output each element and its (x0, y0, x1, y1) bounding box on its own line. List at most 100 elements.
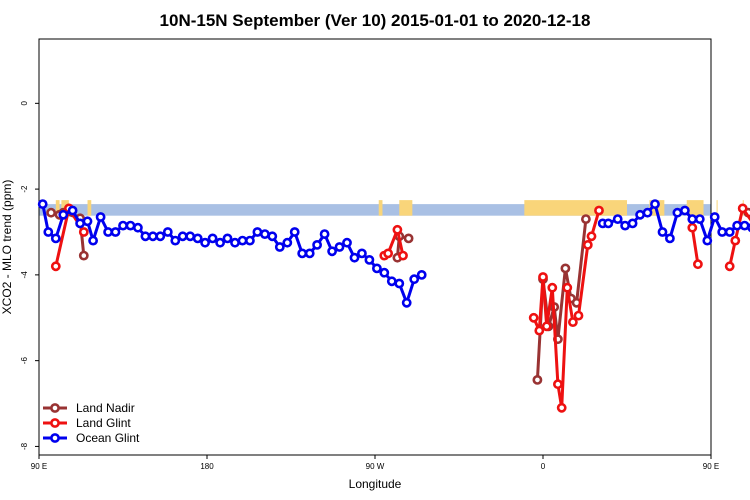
ocean-glint-point-0-49 (401, 297, 412, 308)
ocean-glint-point-0-22 (200, 237, 210, 248)
plot-frame (38, 38, 712, 456)
ocean-glint-point-0-16 (155, 231, 166, 242)
ocean-glint-point-0-4 (67, 205, 78, 216)
ocean-glint-point-1-18 (732, 220, 742, 231)
ocean-glint-point-1-8 (657, 227, 668, 237)
ocean-glint-point-0-1 (43, 227, 54, 237)
land-nadir-point-2-8 (581, 214, 591, 224)
ocean-glint-point-1-11 (680, 205, 690, 216)
land-nadir-point-2-5 (560, 263, 571, 274)
land-nadir-point-1-2 (403, 233, 414, 244)
ocean-glint-point-0-44 (364, 254, 375, 265)
land-glint-point-4-0 (724, 261, 735, 272)
series-land-glint (50, 203, 750, 413)
ocean-glint-point-0-3 (58, 209, 69, 220)
ocean-glint-point-1-10 (672, 207, 683, 218)
land-segment-3 (378, 200, 383, 216)
ocean-glint-point-0-17 (162, 227, 173, 237)
legend-marker-land-nadir (50, 403, 60, 413)
y-tick-label-2: -4 (20, 271, 29, 279)
y-axis-label: XCO2 - MLO trend (ppm) (0, 180, 14, 315)
land-glint-point-2-7 (562, 282, 573, 293)
land-segment-4 (399, 200, 413, 216)
land-glint-point-4-2 (737, 203, 748, 214)
ocean-glint-point-0-47 (386, 276, 397, 287)
land-glint-point-2-5 (553, 379, 563, 390)
land-glint-point-2-8 (568, 317, 578, 327)
land-segment-8 (716, 200, 718, 216)
ocean-glint-point-1-19 (739, 220, 750, 231)
ocean-glint-point-0-37 (312, 239, 322, 250)
x-axis-label: Longitude (349, 477, 402, 491)
ocean-glint-point-0-14 (140, 231, 151, 242)
ocean-glint-point-0-25 (222, 233, 233, 244)
x-tick-label-2: 90 W (366, 462, 385, 471)
legend-label-ocean-glint: Ocean Glint (76, 431, 140, 445)
ocean-band (39, 204, 711, 216)
land-glint-point-3-0 (687, 222, 698, 233)
y-tick-label-3: -6 (20, 357, 29, 365)
ocean-glint-point-1-17 (724, 227, 735, 237)
ocean-glint-point-0-24 (215, 237, 225, 248)
x-tick-label-0: 90 E (31, 462, 47, 471)
land-segment-2 (87, 200, 92, 216)
land-glint-point-2-12 (594, 205, 604, 216)
land-glint-point-2-9 (573, 310, 584, 321)
series-layer (37, 199, 750, 413)
ocean-glint-point-1-9 (665, 233, 675, 244)
ocean-glint-point-0-32 (274, 242, 285, 252)
ocean-glint-point-0-0 (37, 199, 48, 209)
legend-label-land-nadir: Land Nadir (76, 401, 135, 415)
x-tick-label-1: 180 (200, 462, 214, 471)
land-glint-point-4-1 (730, 235, 741, 246)
ocean-glint-point-1-13 (694, 214, 705, 224)
ocean-glint-point-1-1 (603, 218, 614, 229)
y-tick-label-4: -8 (20, 442, 29, 450)
ocean-glint-point-0-23 (207, 233, 218, 244)
ocean-glint-point-0-45 (371, 263, 382, 274)
land-glint-point-3-1 (693, 259, 703, 270)
land-glint-line-3 (690, 227, 700, 265)
ocean-glint-point-1-16 (717, 227, 728, 237)
ocean-glint-point-0-34 (289, 227, 300, 237)
land-glint-point-2-6 (556, 402, 567, 413)
ocean-glint-point-0-28 (244, 235, 255, 246)
land-glint-point-2-10 (582, 239, 593, 250)
ocean-glint-point-0-46 (379, 267, 390, 278)
land-glint-point-1-1 (383, 248, 393, 259)
legend-marker-land-glint (50, 418, 60, 428)
ocean-glint-point-0-29 (252, 227, 263, 237)
land-glint-point-2-2 (538, 272, 548, 282)
legend-label-land-glint: Land Glint (76, 416, 131, 430)
ocean-glint-point-0-6 (82, 216, 93, 227)
ocean-glint-point-0-31 (267, 231, 278, 242)
ocean-glint-point-0-11 (118, 220, 128, 231)
x-tick-label-3: 0 (541, 462, 546, 471)
land-glint-point-2-11 (586, 231, 597, 242)
land-nadir-point-2-0 (532, 374, 543, 385)
ocean-glint-point-0-20 (185, 231, 196, 242)
ocean-glint-point-0-35 (297, 248, 308, 259)
land-glint-point-2-0 (528, 312, 539, 323)
ocean-glint-point-0-21 (192, 233, 203, 244)
ocean-glint-point-0-10 (110, 227, 121, 237)
y-tick-label-1: -2 (20, 185, 29, 193)
ocean-glint-point-1-14 (702, 235, 713, 246)
ocean-glint-point-0-7 (88, 235, 98, 246)
ocean-glint-point-0-18 (170, 235, 181, 246)
ocean-glint-point-1-4 (627, 218, 638, 229)
ocean-glint-point-0-51 (416, 269, 427, 280)
ocean-glint-point-0-39 (327, 246, 337, 257)
land-glint-point-2-4 (547, 282, 558, 293)
ocean-glint-point-1-2 (612, 214, 623, 224)
ocean-glint-point-0-2 (50, 233, 61, 244)
land-glint-point-2-3 (541, 321, 552, 332)
ocean-glint-point-1-12 (687, 214, 698, 224)
ocean-glint-point-0-41 (342, 237, 352, 248)
land-glint-point-0-2 (78, 227, 89, 237)
land-nadir-point-0-4 (78, 250, 89, 261)
ocean-glint-point-1-3 (620, 220, 630, 231)
ocean-glint-point-0-43 (356, 248, 367, 259)
